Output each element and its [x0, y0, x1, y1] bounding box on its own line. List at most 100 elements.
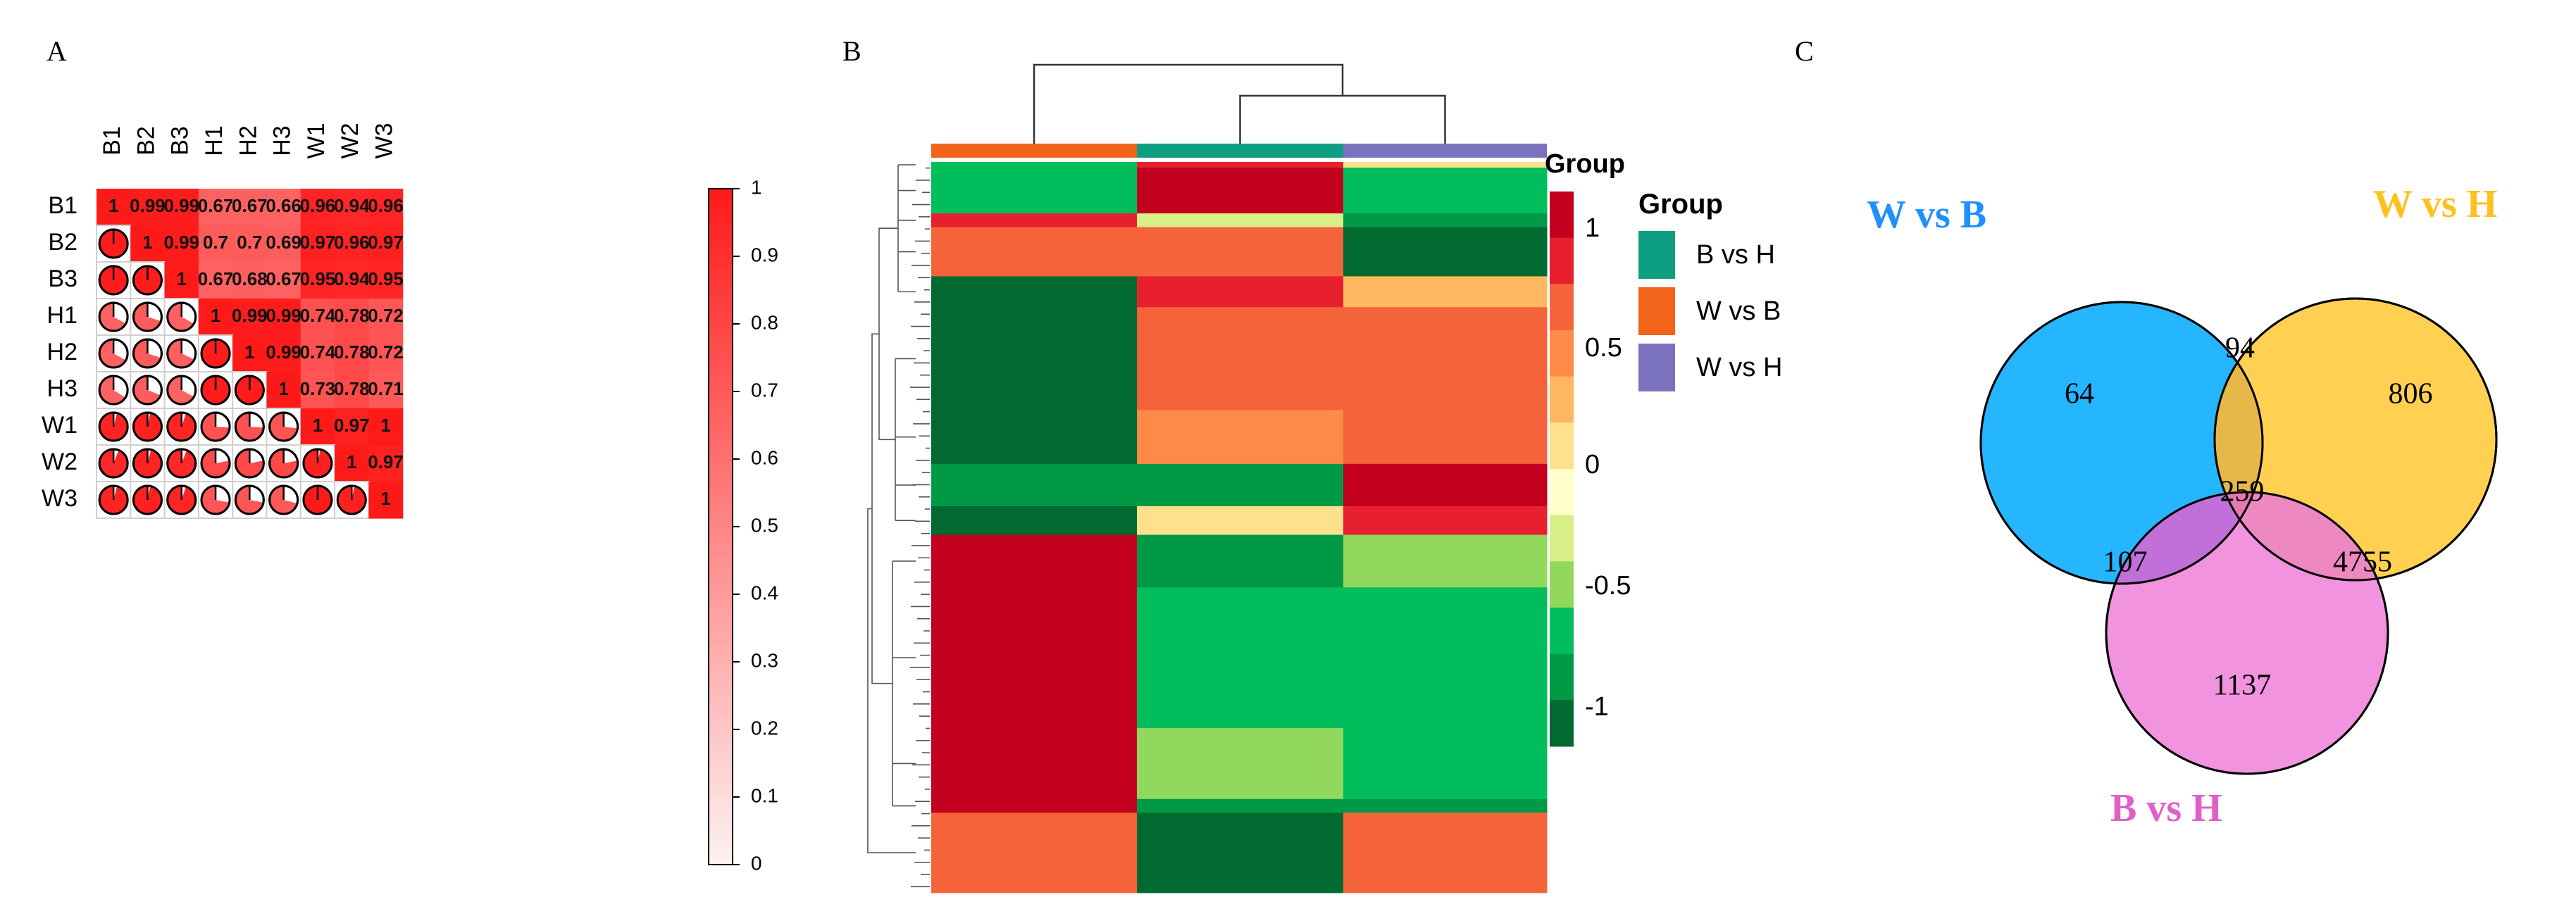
cell-value: 0.74: [300, 305, 336, 326]
cell-value: 0.97: [368, 451, 404, 472]
scale-tick-label: -1: [1585, 692, 1609, 722]
legend-swatch: [1638, 287, 1675, 335]
colorbar-tick-label: 1: [751, 176, 762, 198]
cell-value: 0.96: [334, 232, 370, 253]
heat-cell: [1137, 276, 1344, 308]
colorbar-tick-label: 0.4: [751, 582, 778, 603]
venn-count: 64: [2065, 378, 2094, 410]
heat-cell: [1137, 463, 1344, 507]
cell-B1-H2: [232, 189, 268, 226]
cell-H2-W3: [368, 335, 404, 372]
heat-cell: [1137, 728, 1344, 800]
column-group-bar: [931, 144, 1137, 158]
cell-value: 0.67: [266, 268, 301, 289]
heat-cell: [1343, 463, 1548, 507]
cell-B2-H1: [198, 225, 233, 263]
heat-cell: [931, 168, 1138, 214]
cell-B3-H3: [266, 262, 301, 299]
cell-B2-H3: [266, 225, 301, 263]
scale-swatch: [1550, 608, 1574, 655]
col-label-W3: W3: [371, 123, 398, 159]
cell-H1-W3: [368, 299, 404, 336]
venn-count: 806: [2389, 378, 2433, 410]
column-group-bar: [1137, 144, 1343, 158]
cell-B2-W1: [300, 225, 335, 263]
cell-H2-H2: [232, 335, 268, 372]
cell-B1-H1: [198, 189, 233, 226]
cell-B1-B2: [130, 189, 166, 226]
heat-cell: [1137, 227, 1344, 277]
heat-cell: [1343, 798, 1548, 813]
heat-cell: [931, 276, 1138, 308]
cell-value: 0.72: [368, 341, 404, 363]
legend-label: W vs B: [1696, 296, 1781, 326]
column-group-bar: [1343, 144, 1547, 158]
cell-value: 0.7: [237, 232, 262, 253]
cell-B3-H2: [232, 262, 268, 299]
heat-cell: [931, 506, 1138, 536]
cell-value: 0.68: [232, 268, 268, 289]
cell-value: 0.96: [300, 195, 336, 216]
row-label-H2: H2: [47, 339, 77, 365]
cell-value: 0.95: [368, 268, 404, 289]
col-label-B3: B3: [167, 126, 194, 156]
heat-cell: [931, 213, 1138, 228]
cell-H1-W1: [300, 299, 335, 336]
cell-B1-W3: [368, 189, 404, 226]
cell-value: 0.69: [266, 232, 301, 253]
cell-B3-B3: [164, 262, 199, 299]
overlap-wh-bh: [2215, 492, 2388, 580]
panel-label-a: A: [46, 35, 67, 67]
venn-diagram: 64 806 1137 94 107 4755 259 W vs B W vs H B vs H: [1867, 182, 2498, 830]
heat-cell: [1137, 798, 1344, 813]
scale-swatch: [1550, 422, 1574, 470]
col-label-B2: B2: [132, 126, 159, 156]
cell-value: 0.96: [368, 195, 404, 216]
heat-cell: [1343, 213, 1548, 228]
heat-cell: [1343, 813, 1548, 893]
row-label-W3: W3: [42, 485, 77, 512]
venn-set-label: W vs B: [1867, 193, 1986, 237]
cell-H3-W3: [368, 372, 404, 409]
scale-title: Group: [1545, 149, 1625, 179]
heat-cell: [1137, 410, 1344, 465]
heat-cell: [1137, 162, 1344, 168]
scale-swatch: [1550, 653, 1574, 701]
cell-value: 0.7: [203, 232, 228, 253]
overlap-wb-bh: [2106, 492, 2263, 584]
cell-value: 0.97: [368, 232, 404, 253]
row-label-W2: W2: [42, 448, 77, 475]
colorbar-tick-label: 0.9: [751, 244, 778, 265]
cell-value: 1: [380, 488, 390, 509]
cell-value: 1: [380, 415, 390, 436]
panel-label-b: B: [842, 35, 861, 67]
heat-cell: [1137, 307, 1344, 410]
cell-value: 0.99: [266, 341, 301, 363]
heat-cell: [931, 463, 1138, 507]
cell-value: 1: [278, 378, 288, 399]
venn-count: 4755: [2333, 546, 2392, 579]
colorbar-tick-label: 0.6: [751, 446, 778, 468]
heat-cell: [931, 798, 1138, 813]
scale-swatch: [1550, 515, 1574, 562]
heat-cell: [931, 227, 1138, 277]
scale-swatch: [1550, 469, 1574, 516]
cell-H1-H1: [198, 299, 233, 336]
cell-value: 0.78: [334, 305, 370, 326]
colorbar-tick-label: 0.1: [751, 784, 778, 806]
row-label-H3: H3: [47, 375, 77, 402]
col-label-W1: W1: [303, 123, 330, 159]
cell-B3-W2: [335, 262, 369, 299]
cell-B1-W2: [335, 189, 369, 226]
cell-H3-W2: [335, 372, 369, 409]
cell-value: 0.94: [334, 195, 370, 216]
legend-label: W vs H: [1696, 353, 1782, 382]
cell-B1-B3: [164, 189, 199, 226]
scale-tick-label: 0: [1585, 450, 1600, 479]
cell-H2-W1: [300, 335, 335, 372]
legend-label: B vs H: [1696, 240, 1775, 270]
cell-value: 1: [177, 268, 187, 289]
cell-value: 0.71: [368, 378, 404, 399]
heat-cell: [1343, 276, 1548, 308]
heat-cell: [1343, 728, 1548, 800]
